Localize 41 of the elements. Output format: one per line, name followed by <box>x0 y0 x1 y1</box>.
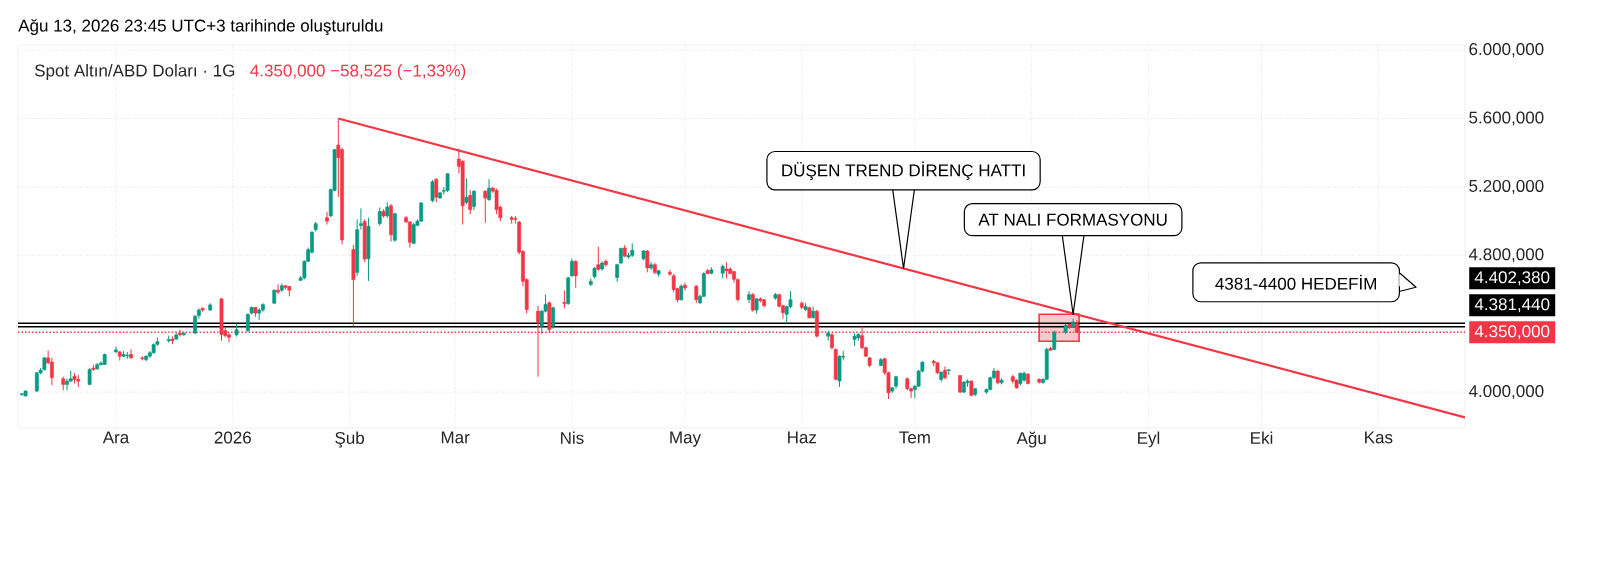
candlestick <box>430 179 435 203</box>
y-tick-label: 5.600,000 <box>1469 111 1544 126</box>
candlestick <box>472 189 476 211</box>
candlestick <box>487 178 491 202</box>
x-tick-label: May <box>670 431 702 447</box>
candlestick <box>483 189 488 224</box>
candlestick <box>325 211 329 226</box>
x-tick-label: Nis <box>561 431 584 445</box>
x-tick-label: Tem <box>899 431 930 444</box>
annotation: DÜŞEN TREND DİRENÇ HATTI <box>782 161 1025 180</box>
ref-line-label: 4.402,380 <box>1474 271 1550 286</box>
x-tick-label: Şub <box>335 431 365 448</box>
x-tick-label: Mar <box>441 431 470 444</box>
x-tick-label: Eki <box>1251 431 1273 444</box>
candlestick <box>50 357 54 386</box>
ref-line-label: 4.350,000 <box>1474 325 1550 340</box>
x-tick-label: Haz <box>788 431 817 444</box>
candlestick <box>750 292 755 313</box>
annotation: AT NALI FORMASYONU <box>978 213 1167 226</box>
candlestick <box>445 172 450 193</box>
text: Spot Altın/ABD Doları · 1G <box>34 64 235 80</box>
x-tick-label: Eyl <box>1138 431 1160 448</box>
y-tick-label: 6.000,000 <box>1469 43 1544 58</box>
text: 4.350,000 −58,525 (−1,33%) <box>250 64 466 80</box>
candlestick <box>276 283 280 295</box>
candlestick <box>419 201 424 223</box>
candlestick <box>747 290 751 304</box>
candlestick <box>129 348 133 360</box>
y-tick-label: 4.000,000 <box>1468 385 1544 400</box>
ref-line-label: 4.381,440 <box>1474 298 1550 313</box>
candlestick <box>683 282 687 291</box>
y-tick-label: 5.200,000 <box>1469 179 1544 194</box>
y-tick-label: 4.800,000 <box>1468 248 1544 263</box>
x-tick-label: Kas <box>1365 431 1393 444</box>
x-tick-label: Ağu <box>1016 431 1046 448</box>
candlestick <box>65 377 69 391</box>
annotation: 4381-4400 HEDEFİM <box>1215 274 1376 290</box>
candlestick <box>464 177 469 205</box>
x-tick-label: Ara <box>102 431 130 444</box>
text: Ağu 13, 2026 23:45 UTC+3 tarihinde oluşturuldu <box>18 18 383 36</box>
x-tick-label: 2026 <box>214 431 251 444</box>
